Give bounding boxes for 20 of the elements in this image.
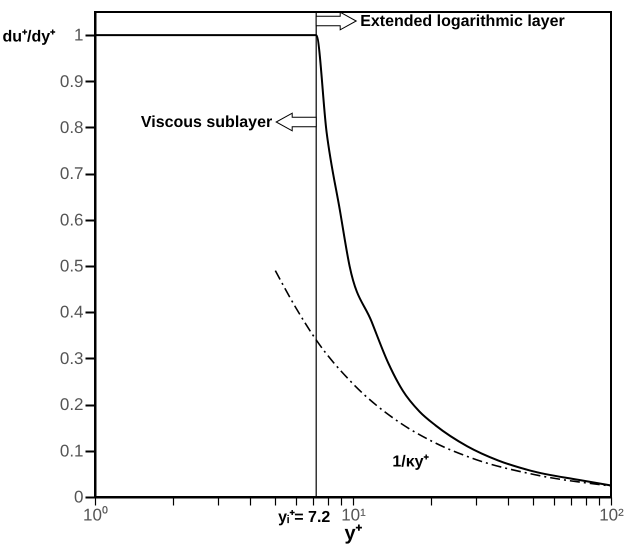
- x-tick-label: 10¹: [341, 506, 366, 524]
- y-tick-label: 0.9: [60, 72, 84, 91]
- series-label: 1/κy⁺: [392, 454, 430, 471]
- y-tick-label: 0: [74, 488, 84, 506]
- y-tick-label: 0.4: [60, 302, 84, 322]
- y-tick-label: 0.3: [60, 348, 84, 368]
- x-axis-title: y⁺: [344, 522, 363, 544]
- y-tick-label: 1: [74, 26, 84, 45]
- y-tick-label: 0.1: [60, 441, 84, 460]
- y-axis-title: du⁺/dy⁺: [2, 28, 56, 46]
- y-tick-label: 0.2: [60, 395, 84, 414]
- y-tick-label: 0.5: [60, 256, 84, 276]
- annotation: Viscous sublayer: [140, 114, 272, 131]
- x-tick-label: 10²: [599, 506, 624, 524]
- y-tick-label: 0.8: [60, 118, 84, 137]
- ref-line-label: yᵢ⁺= 7.2: [278, 509, 330, 526]
- y-tick-label: 0.6: [60, 210, 84, 230]
- x-tick-label: 10⁰: [83, 506, 108, 524]
- annotation: Extended logarithmic layer: [360, 13, 565, 30]
- y-tick-label: 0.7: [60, 164, 84, 184]
